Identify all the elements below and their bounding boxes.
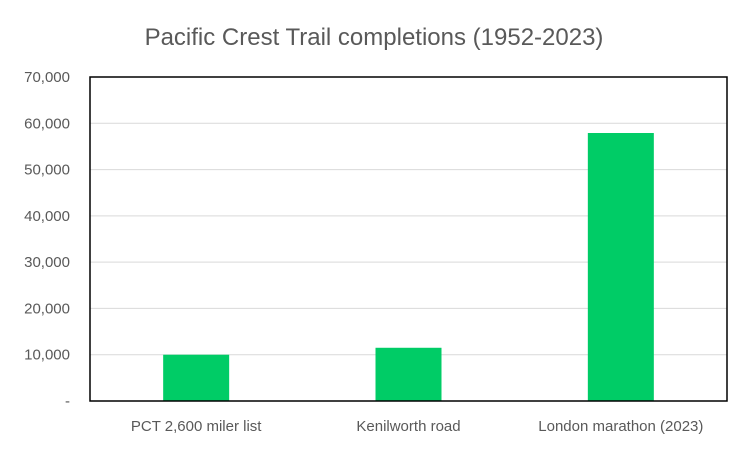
- bar: [163, 354, 230, 401]
- y-axis-ticks: - 10,000 20,000 30,000 40,000 50,000 60,000 70,…: [24, 69, 70, 410]
- y-tick-label: 50,000: [24, 162, 70, 179]
- bars: [163, 133, 654, 401]
- bar: [375, 347, 442, 401]
- y-tick-label: 40,000: [24, 208, 70, 225]
- y-tick-label: -: [65, 393, 70, 410]
- y-tick-label: 30,000: [24, 254, 70, 271]
- plot-area-border: [89, 76, 728, 402]
- y-tick-label: 20,000: [24, 300, 70, 317]
- chart-title: Pacific Crest Trail completions (1952-20…: [145, 24, 604, 51]
- y-tick-label: 10,000: [24, 347, 70, 364]
- y-tick-label: 70,000: [24, 69, 70, 86]
- y-tick-label: 60,000: [24, 115, 70, 132]
- x-category-label: Kenilworth road: [356, 418, 460, 435]
- x-axis-categories: PCT 2,600 miler list Kenilworth road Londo…: [131, 418, 704, 435]
- bar: [587, 133, 654, 401]
- x-category-label: London marathon (2023): [538, 418, 703, 435]
- x-category-label: PCT 2,600 miler list: [131, 418, 262, 435]
